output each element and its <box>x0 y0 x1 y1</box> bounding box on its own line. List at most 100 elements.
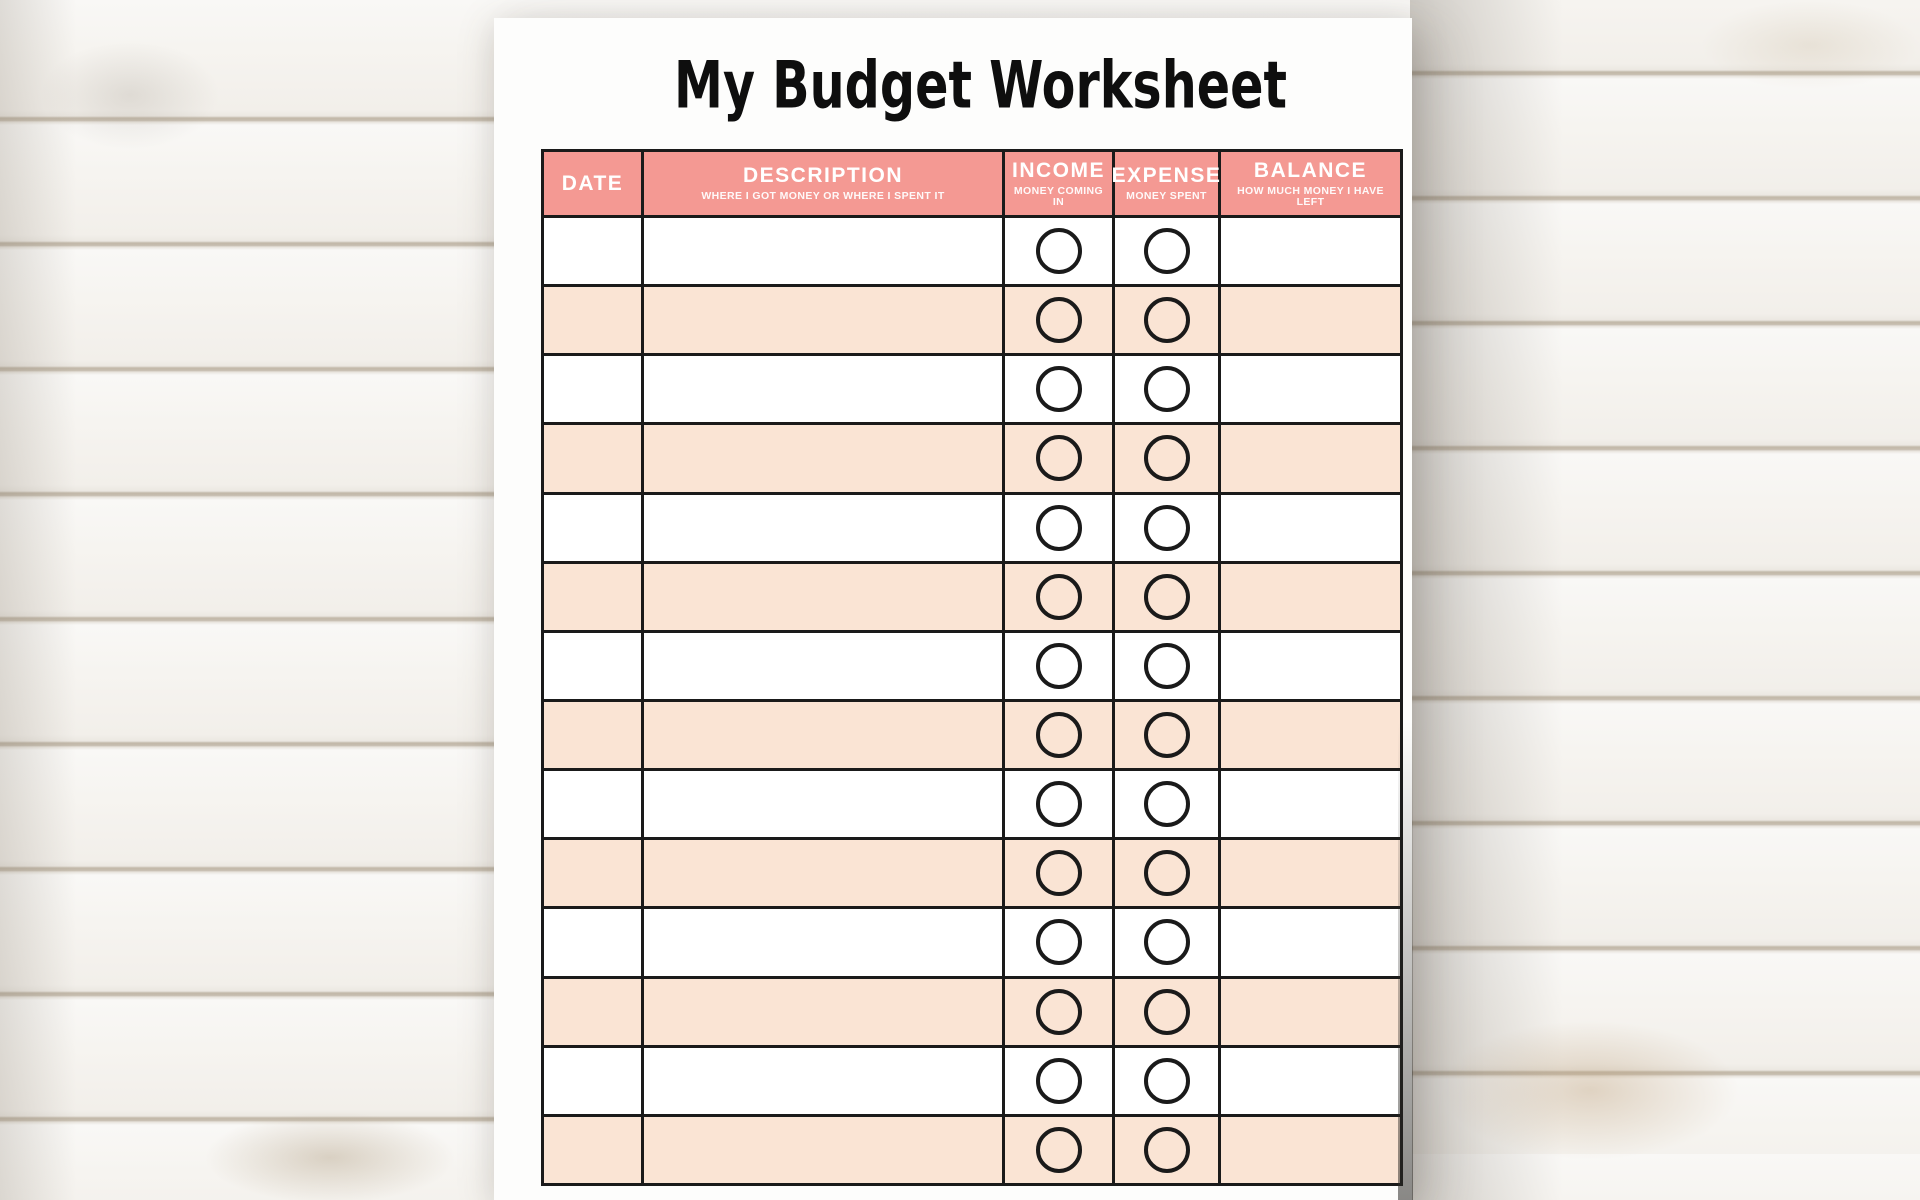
income-circle[interactable] <box>1035 1126 1082 1173</box>
description-cell[interactable] <box>644 563 1005 630</box>
income-cell <box>1005 701 1115 769</box>
expense-circle[interactable] <box>1143 1126 1190 1173</box>
date-cell[interactable] <box>544 978 644 1045</box>
table-header-row: DATE DESCRIPTION WHERE I GOT MONEY OR WH… <box>544 152 1400 218</box>
balance-cell[interactable] <box>1221 633 1400 699</box>
description-cell[interactable] <box>644 632 1005 699</box>
date-cell[interactable] <box>544 771 644 838</box>
income-cell <box>1005 356 1115 423</box>
date-cell[interactable] <box>544 218 644 285</box>
description-cell[interactable] <box>644 701 1005 769</box>
expense-circle[interactable] <box>1143 712 1190 759</box>
column-sublabel: WHERE I GOT MONEY OR WHERE I SPENT IT <box>701 190 945 203</box>
description-cell[interactable] <box>644 840 1005 907</box>
balance-cell[interactable] <box>1221 909 1400 975</box>
expense-circle[interactable] <box>1143 297 1190 344</box>
column-label: DATE <box>561 172 624 195</box>
balance-cell[interactable] <box>1221 287 1400 353</box>
income-cell <box>1005 978 1115 1045</box>
income-circle[interactable] <box>1035 297 1082 344</box>
description-cell[interactable] <box>644 771 1005 838</box>
expense-circle[interactable] <box>1143 988 1190 1035</box>
paper-cast-shadow <box>1410 0 1580 1200</box>
table-row <box>544 1047 1400 1117</box>
expense-circle[interactable] <box>1143 435 1190 482</box>
income-circle[interactable] <box>1035 850 1082 897</box>
table-row <box>544 701 1400 772</box>
balance-cell[interactable] <box>1221 564 1400 630</box>
income-circle[interactable] <box>1035 919 1082 966</box>
description-cell[interactable] <box>644 494 1005 561</box>
table-row <box>544 563 1400 633</box>
income-circle[interactable] <box>1035 228 1082 275</box>
income-cell <box>1005 632 1115 699</box>
description-cell[interactable] <box>644 1116 1005 1183</box>
expense-circle[interactable] <box>1143 573 1190 620</box>
balance-cell[interactable] <box>1221 218 1400 284</box>
income-circle[interactable] <box>1035 781 1082 828</box>
date-cell[interactable] <box>544 632 644 699</box>
balance-cell[interactable] <box>1221 702 1400 768</box>
column-label: EXPENSE <box>1111 164 1222 188</box>
income-cell <box>1005 287 1115 354</box>
income-circle[interactable] <box>1035 435 1082 482</box>
expense-circle[interactable] <box>1143 919 1190 966</box>
expense-cell <box>1115 978 1221 1045</box>
date-cell[interactable] <box>544 701 644 769</box>
balance-cell[interactable] <box>1221 1048 1400 1114</box>
column-header-income: INCOME MONEY COMING IN <box>1005 152 1115 215</box>
wood-stain <box>200 1110 460 1200</box>
table-row <box>544 1116 1400 1183</box>
worksheet-page: My Budget Worksheet DATE DESCRIPTION WHE… <box>494 18 1413 1200</box>
date-cell[interactable] <box>544 494 644 561</box>
income-circle[interactable] <box>1035 988 1082 1035</box>
wood-stain <box>1440 1020 1740 1160</box>
expense-circle[interactable] <box>1143 850 1190 897</box>
description-cell[interactable] <box>644 287 1005 354</box>
expense-cell <box>1115 1047 1221 1114</box>
balance-cell[interactable] <box>1221 979 1400 1045</box>
income-circle[interactable] <box>1035 573 1082 620</box>
expense-cell <box>1115 632 1221 699</box>
date-cell[interactable] <box>544 563 644 630</box>
description-cell[interactable] <box>644 425 1005 492</box>
expense-circle[interactable] <box>1143 228 1190 275</box>
balance-cell[interactable] <box>1221 425 1400 491</box>
expense-cell <box>1115 218 1221 285</box>
expense-circle[interactable] <box>1143 642 1190 689</box>
description-cell[interactable] <box>644 356 1005 423</box>
expense-circle[interactable] <box>1143 1057 1190 1104</box>
column-header-expense: EXPENSE MONEY SPENT <box>1111 152 1222 215</box>
column-header-balance: BALANCE HOW MUCH MONEY I HAVE LEFT <box>1221 152 1400 215</box>
date-cell[interactable] <box>544 356 644 423</box>
income-circle[interactable] <box>1035 712 1082 759</box>
date-cell[interactable] <box>544 1116 644 1183</box>
description-cell[interactable] <box>644 909 1005 976</box>
date-cell[interactable] <box>544 1047 644 1114</box>
page-title: My Budget Worksheet <box>673 48 1288 124</box>
income-circle[interactable] <box>1035 366 1082 413</box>
income-circle[interactable] <box>1035 1057 1082 1104</box>
expense-circle[interactable] <box>1143 366 1190 413</box>
income-circle[interactable] <box>1035 642 1082 689</box>
balance-cell[interactable] <box>1221 771 1400 837</box>
date-cell[interactable] <box>544 425 644 492</box>
column-label: INCOME <box>1012 159 1105 182</box>
expense-cell <box>1115 563 1221 630</box>
balance-cell[interactable] <box>1221 840 1400 906</box>
balance-cell[interactable] <box>1221 495 1400 561</box>
balance-cell[interactable] <box>1221 356 1400 422</box>
expense-circle[interactable] <box>1143 781 1190 828</box>
wood-stain <box>1700 0 1920 90</box>
date-cell[interactable] <box>544 287 644 354</box>
expense-circle[interactable] <box>1143 504 1190 551</box>
description-cell[interactable] <box>644 218 1005 285</box>
income-circle[interactable] <box>1035 504 1082 551</box>
date-cell[interactable] <box>544 909 644 976</box>
column-header-date: DATE <box>544 152 644 215</box>
expense-cell <box>1115 425 1221 492</box>
description-cell[interactable] <box>644 978 1005 1045</box>
date-cell[interactable] <box>544 840 644 907</box>
description-cell[interactable] <box>644 1047 1005 1114</box>
balance-cell[interactable] <box>1221 1117 1400 1183</box>
